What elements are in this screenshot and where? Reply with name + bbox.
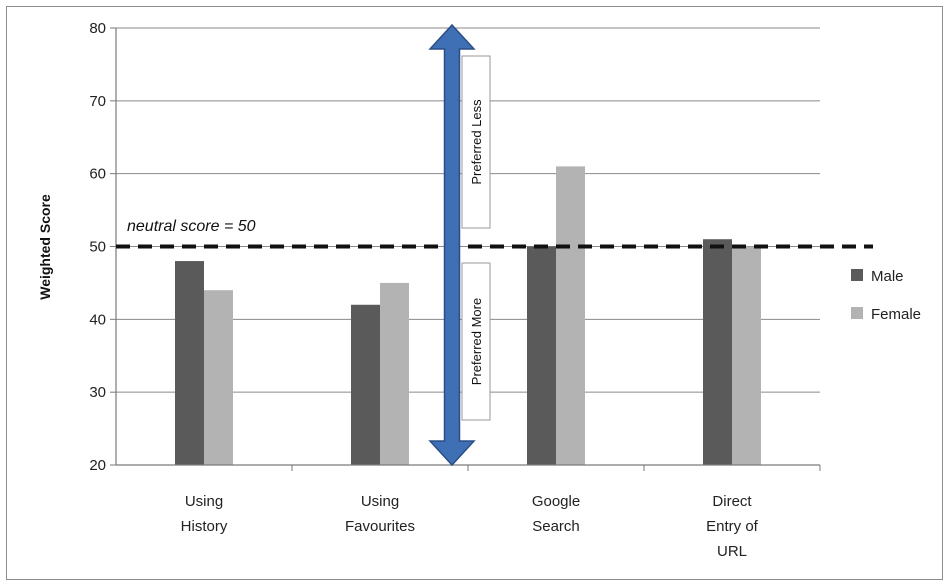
bar-male	[175, 261, 204, 465]
category-label: Direct	[712, 493, 752, 510]
preferred-less-label-box	[461, 55, 491, 229]
legend-label-female: Female	[871, 306, 921, 323]
category-label: History	[181, 518, 228, 535]
legend-label-male: Male	[871, 268, 904, 285]
x-axis-categories: Using History Using Favourites Google Search D…	[181, 493, 759, 560]
preferred-less-label: Preferred Less	[469, 99, 484, 185]
y-tick-label: 50	[89, 239, 106, 256]
bar-male	[527, 246, 556, 465]
y-tick-label: 70	[89, 93, 106, 110]
bar-female	[732, 246, 761, 465]
y-tick-label: 60	[89, 166, 106, 183]
bar-male	[703, 239, 732, 465]
legend-swatch-male	[851, 269, 863, 281]
bar-female	[204, 290, 233, 465]
double-headed-arrow	[428, 23, 476, 467]
category-label: Search	[532, 518, 580, 535]
y-tick-label: 80	[89, 20, 106, 37]
category-label: Using	[361, 493, 399, 510]
category-label: Using	[185, 493, 223, 510]
bar-female	[380, 282, 409, 465]
y-axis-ticks: 20 30 40 50 60 70 80	[89, 20, 116, 474]
category-label: Google	[532, 493, 580, 510]
bar-male	[351, 304, 380, 465]
category-label: Entry of	[706, 518, 759, 535]
legend: Male Female	[851, 268, 921, 323]
legend-swatch-female	[851, 307, 863, 319]
y-tick-label: 40	[89, 311, 106, 328]
preference-arrow: Preferred Less Preferred More	[428, 23, 491, 467]
preferred-more-label-box	[461, 262, 491, 421]
y-axis-label: Weighted Score	[37, 194, 53, 300]
neutral-score-annotation: neutral score = 50	[127, 218, 256, 235]
preferred-more-label: Preferred More	[469, 298, 484, 385]
bars	[175, 166, 761, 465]
category-label: Favourites	[345, 518, 415, 535]
bar-female	[556, 166, 585, 465]
category-label: URL	[717, 543, 747, 560]
y-tick-label: 30	[89, 384, 106, 401]
y-tick-label: 20	[89, 457, 106, 474]
